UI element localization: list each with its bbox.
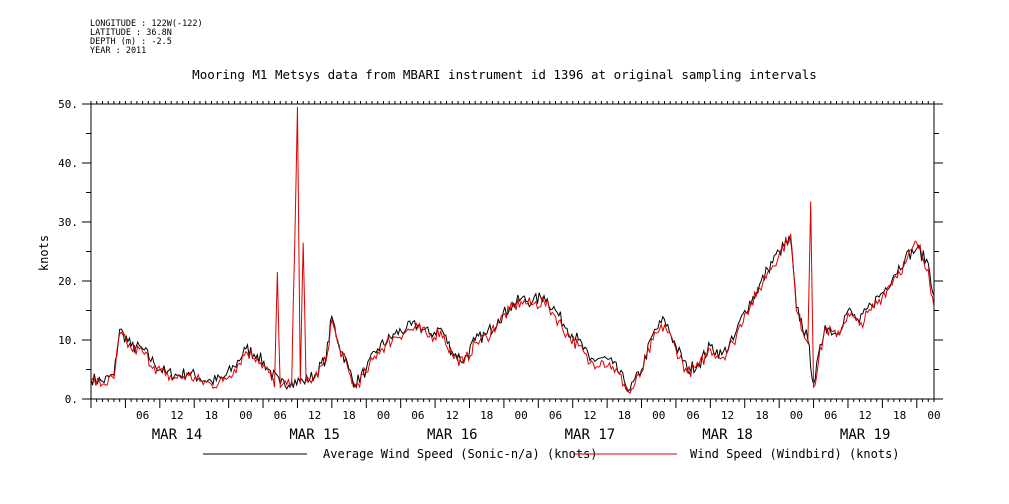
x-day-label: MAR 18 — [702, 427, 753, 443]
x-tick-label: 18 — [755, 409, 768, 422]
x-tick-label: 06 — [687, 409, 700, 422]
x-tick-label: 06 — [136, 409, 149, 422]
x-tick-label: 00 — [652, 409, 665, 422]
x-tick-label: 00 — [514, 409, 527, 422]
y-tick-label: 40. — [58, 157, 78, 170]
meta-depth: DEPTH (m) : -2.5 — [90, 37, 172, 47]
x-day-label: MAR 15 — [289, 427, 340, 443]
plot-border — [90, 103, 935, 400]
plot-frame — [82, 101, 943, 408]
y-tick-label: 10. — [58, 334, 78, 347]
x-tick-label: 00 — [790, 409, 803, 422]
y-axis-label: knots — [37, 235, 51, 271]
legend-label-average-wind: Average Wind Speed (Sonic-n/a) (knots) — [323, 447, 598, 461]
series-line-average-wind — [90, 235, 935, 393]
x-day-label: MAR 19 — [840, 427, 891, 443]
series-line-windbird — [90, 106, 935, 394]
meta-year: YEAR : 2011 — [90, 46, 147, 56]
x-day-label: MAR 14 — [152, 427, 203, 443]
chart-title: Mooring M1 Metsys data from MBARI instru… — [192, 67, 817, 82]
x-day-label: MAR 16 — [427, 427, 478, 443]
x-tick-label: 18 — [480, 409, 493, 422]
y-tick-label: 30. — [58, 216, 78, 229]
x-tick-label: 18 — [205, 409, 218, 422]
x-tick-label: 12 — [308, 409, 321, 422]
x-tick-label: 00 — [927, 409, 940, 422]
x-tick-label: 06 — [411, 409, 424, 422]
series-layer — [90, 106, 935, 394]
x-tick-label: 06 — [274, 409, 287, 422]
axis-labels: 0. 10. 20. 30. 40. 50. 06 12 18 00 06 12 18 00 06 12 18 0… — [58, 98, 941, 443]
x-tick-label: 12 — [170, 409, 183, 422]
x-tick-label: 18 — [618, 409, 631, 422]
x-tick-label: 18 — [893, 409, 906, 422]
x-tick-label: 12 — [721, 409, 734, 422]
x-tick-label: 18 — [342, 409, 355, 422]
x-tick-label: 12 — [859, 409, 872, 422]
meta-latitude: LATITUDE : 36.8N — [90, 28, 172, 38]
x-day-label: MAR 17 — [565, 427, 616, 443]
y-tick-label: 50. — [58, 98, 78, 111]
x-tick-label: 00 — [377, 409, 390, 422]
y-tick-label: 20. — [58, 275, 78, 288]
x-tick-label: 12 — [446, 409, 459, 422]
x-tick-label: 06 — [824, 409, 837, 422]
meta-longitude: LONGITUDE : 122W(-122) — [90, 19, 203, 29]
legend-label-windbird: Wind Speed (Windbird) (knots) — [690, 447, 900, 461]
x-tick-label: 00 — [239, 409, 252, 422]
legend: Average Wind Speed (Sonic-n/a) (knots) W… — [203, 447, 900, 461]
y-tick-label: 0. — [65, 393, 78, 406]
x-tick-label: 12 — [583, 409, 596, 422]
x-tick-label: 06 — [549, 409, 562, 422]
